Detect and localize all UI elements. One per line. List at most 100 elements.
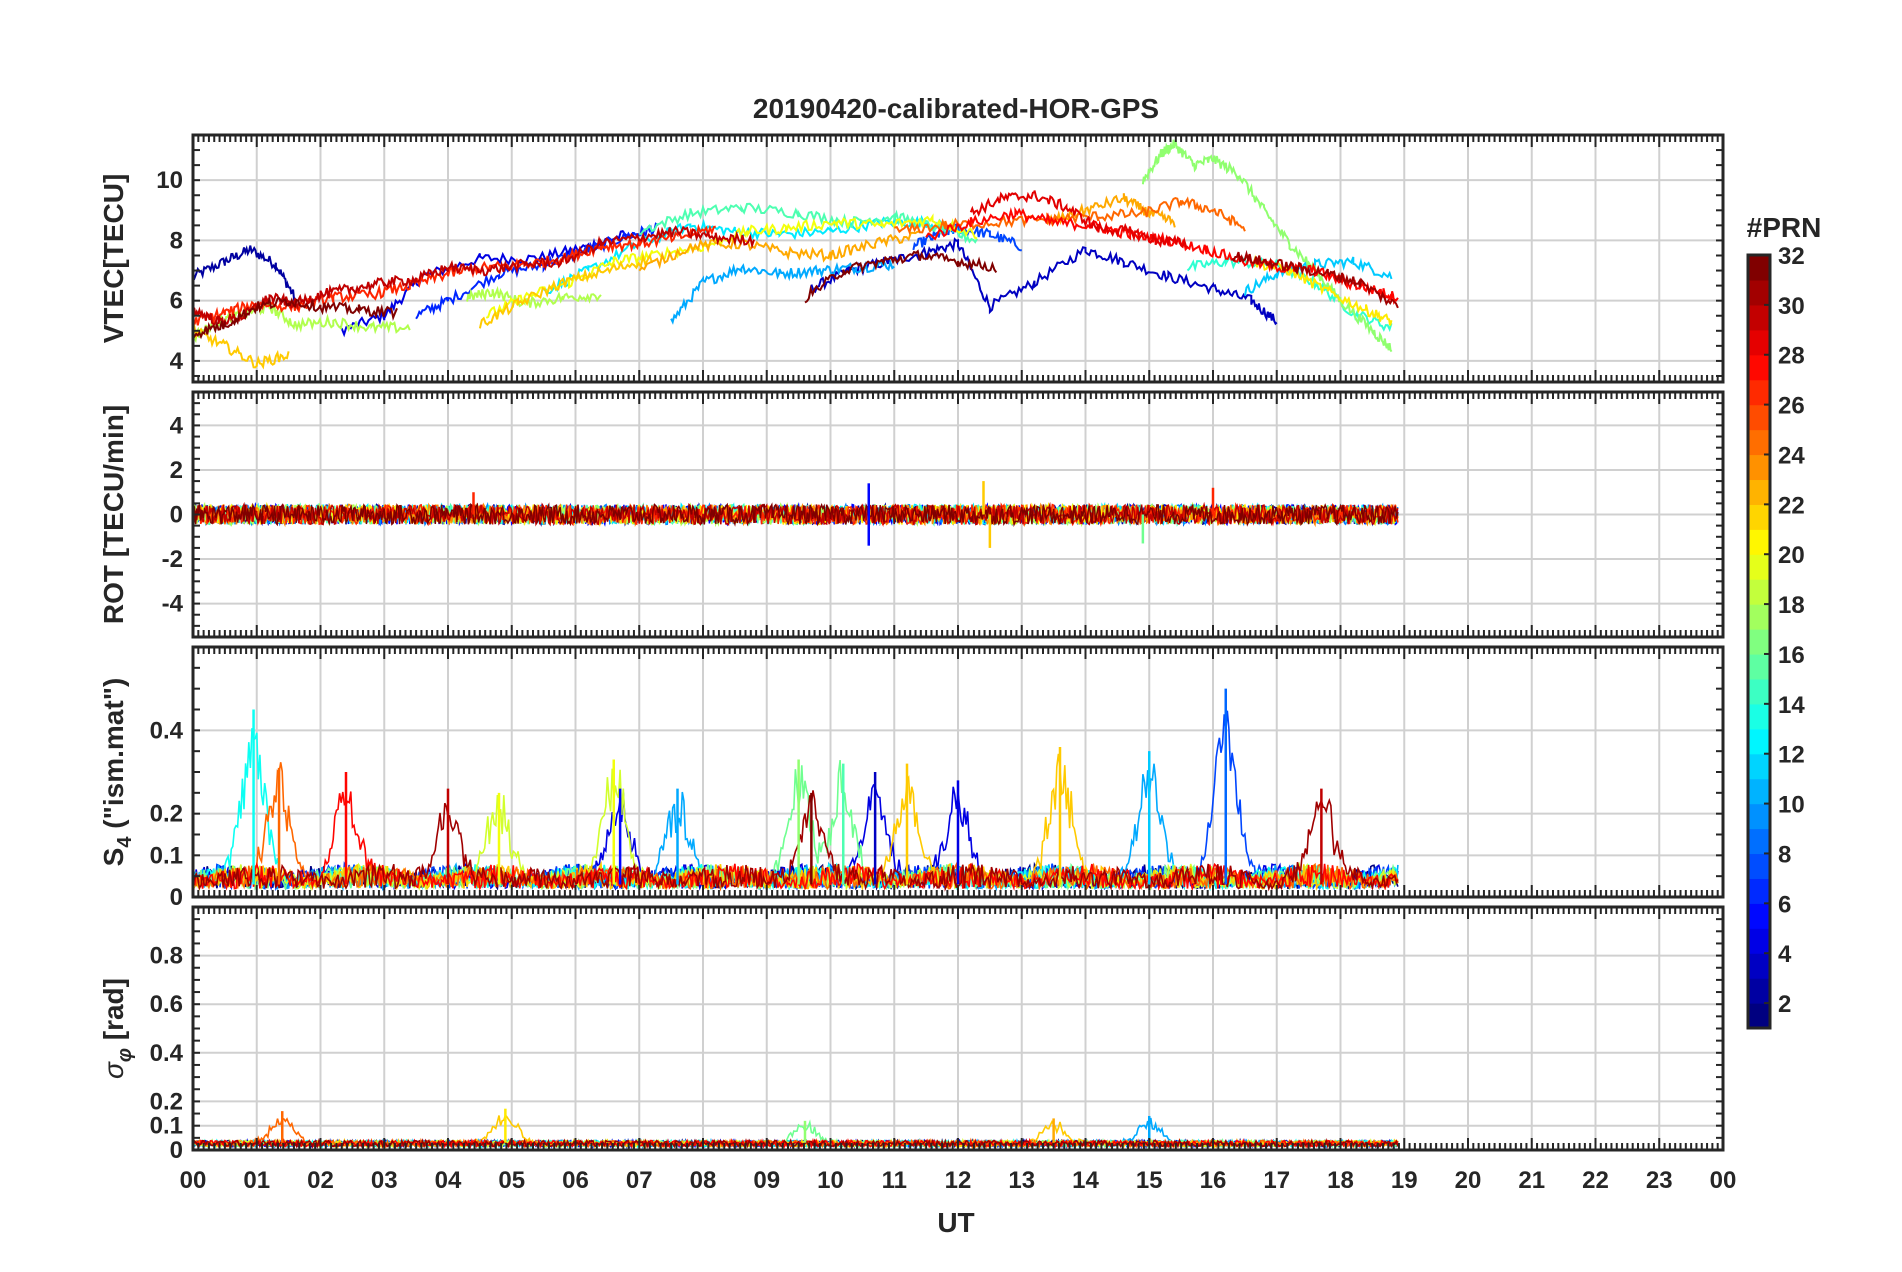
panel-s4: 0 0.1 0.2 0.4 S4 ("ism.mat"): [98, 645, 1725, 911]
x-tick-label: 16: [1200, 1167, 1227, 1194]
colorbar-band: [1748, 255, 1770, 281]
x-tick-label: 19: [1391, 1167, 1418, 1194]
colorbar-band: [1748, 753, 1770, 780]
y-tick-label: 6: [170, 288, 183, 315]
vtec-series-prn-29: [969, 190, 1188, 249]
x-tick-label: 00: [180, 1167, 207, 1194]
chart-title: 20190420-calibrated-HOR-GPS: [753, 93, 1159, 124]
colorbar-tick-label: 26: [1778, 393, 1805, 420]
grid-vtec: [193, 135, 1723, 382]
rot-series-prn-32: [193, 502, 1399, 528]
x-tick-label: 13: [1008, 1167, 1035, 1194]
vtec-series-prn-23: [638, 230, 920, 272]
panel-rot: -4 -2 0 2 4 ROT [TECU/min]: [98, 390, 1725, 639]
colorbar-band: [1748, 529, 1770, 555]
colorbar-band: [1748, 778, 1770, 805]
data-s4: [193, 688, 1399, 892]
x-tick-label: 18: [1327, 1167, 1354, 1194]
x-tick-label: 20: [1455, 1167, 1482, 1194]
colorbar-tick-label: 22: [1778, 492, 1805, 519]
colorbar-band: [1748, 953, 1770, 979]
colorbar-band: [1748, 703, 1770, 730]
colorbar-tick-label: 10: [1778, 792, 1805, 819]
colorbar-band: [1748, 678, 1770, 705]
colorbar-band: [1748, 629, 1770, 655]
colorbar-band: [1748, 1003, 1770, 1029]
x-tick-label: 12: [945, 1167, 972, 1194]
colorbar-band: [1748, 329, 1770, 356]
colorbar-band: [1748, 454, 1770, 481]
x-tick-label: 17: [1263, 1167, 1290, 1194]
x-tick-label: 03: [371, 1167, 398, 1194]
y-tick-label: -2: [162, 546, 183, 573]
y-tick-label: 0: [170, 502, 183, 529]
x-axis-label: UT: [937, 1207, 974, 1238]
y-axis-label-rot: ROT [TECU/min]: [98, 405, 129, 624]
vtec-series-prn-2: [193, 245, 296, 303]
colorbar-tick-label: 18: [1778, 592, 1805, 619]
x-tick-label: 00: [1710, 1167, 1737, 1194]
vtec-series-prn-22: [193, 324, 290, 370]
colorbar-band: [1748, 554, 1770, 580]
x-tick-label: 07: [626, 1167, 653, 1194]
vtec-series-prn-4: [338, 229, 628, 338]
y-tick-label: 0.2: [150, 801, 183, 828]
colorbar-tick-label: 14: [1778, 692, 1805, 719]
y-tick-label: 0: [170, 1137, 183, 1164]
colorbar-tick-label: 30: [1778, 293, 1805, 320]
panel-vtec: 4 6 8 10 VTEC[TECU]: [98, 133, 1725, 384]
y-tick-label: 0.1: [150, 1113, 183, 1140]
colorbar-band: [1748, 728, 1770, 755]
colorbar-tick-label: 6: [1778, 891, 1791, 918]
panel-sigma_phi: 00.10.2 0.4 0.6 0.8 σφ [rad]: [98, 905, 1725, 1164]
x-tick-label: 08: [690, 1167, 717, 1194]
colorbar-band: [1748, 828, 1770, 855]
y-tick-label: 0.1: [150, 842, 183, 869]
vtec-series-prn-31: [1231, 249, 1399, 309]
x-tick-label: 01: [243, 1167, 270, 1194]
y-tick-label: 0: [170, 884, 183, 911]
y-axis-label-s4: S4 ("ism.mat"): [98, 678, 136, 867]
y-tick-label: -4: [162, 591, 184, 618]
colorbar-tick-label: 32: [1778, 243, 1805, 270]
colorbar-label: #PRN: [1747, 212, 1822, 243]
grid-sigma_phi: [193, 907, 1723, 1151]
colorbar-band: [1748, 978, 1770, 1004]
y-tick-label: 0.4: [150, 1040, 184, 1067]
colorbar-tick-label: 24: [1778, 442, 1805, 469]
x-tick-label: 22: [1582, 1167, 1609, 1194]
vtec-series-prn-32: [804, 249, 998, 304]
x-tick-label: 23: [1646, 1167, 1673, 1194]
colorbar-band: [1748, 579, 1770, 605]
vtec-series-prn-25: [894, 196, 1246, 235]
x-tick-label: 11: [882, 1167, 907, 1194]
colorbar-band: [1748, 803, 1770, 830]
y-tick-label: 0.4: [150, 717, 184, 744]
colorbar-tick-label: 8: [1778, 841, 1791, 868]
colorbar-tick-label: 16: [1778, 642, 1805, 669]
vtec-series-prn-3: [810, 237, 1278, 326]
colorbar-band: [1748, 504, 1770, 530]
colorbar-band: [1748, 379, 1770, 406]
vtec-series-prn-17: [1141, 139, 1393, 353]
y-axis-label-vtec: VTEC[TECU]: [98, 174, 129, 344]
colorbar-band: [1748, 429, 1770, 456]
x-tick-label: 15: [1136, 1167, 1163, 1194]
data-vtec: [193, 139, 1399, 370]
colorbar-band: [1748, 354, 1770, 381]
y-tick-label: 8: [170, 227, 183, 254]
x-tick-label: 10: [817, 1167, 844, 1194]
vtec-series-prn-32: [193, 296, 398, 340]
sigma_phi-series-prn-25: [193, 1117, 1399, 1150]
x-tick-label: 05: [498, 1167, 525, 1194]
colorbar-band: [1748, 604, 1770, 630]
data-rot: [193, 481, 1399, 548]
colorbar-tick-label: 4: [1778, 941, 1792, 968]
y-tick-label: 10: [156, 167, 183, 194]
y-tick-label: 2: [170, 457, 183, 484]
colorbar-band: [1748, 653, 1770, 680]
ticks-vtec: [192, 134, 1724, 382]
y-tick-label: 4: [170, 412, 184, 439]
